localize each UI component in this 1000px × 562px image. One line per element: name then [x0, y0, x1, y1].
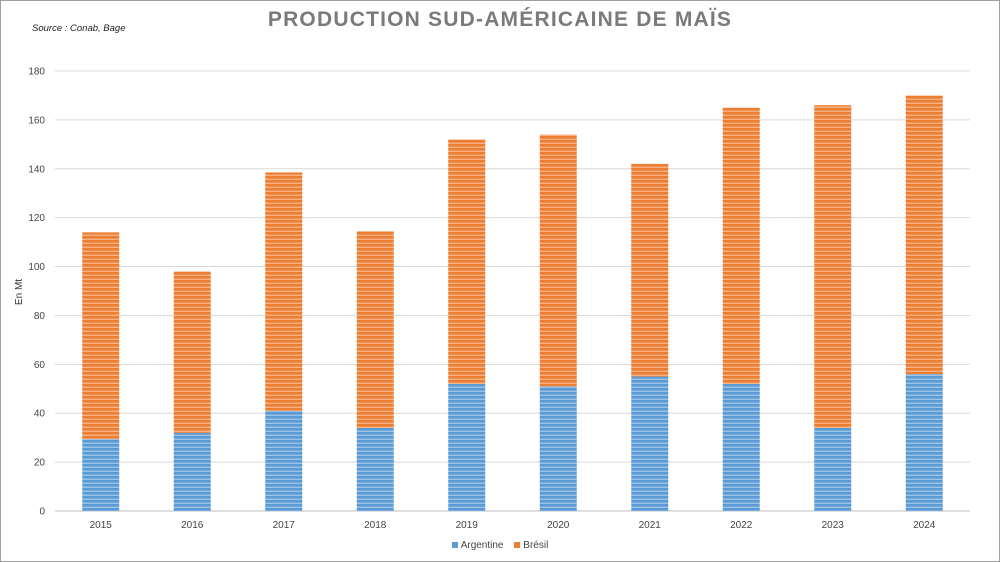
bars [82, 95, 943, 511]
y-tick-label: 20 [34, 458, 46, 469]
y-tick-label: 100 [28, 262, 45, 273]
bar-bresil-2018 [356, 231, 394, 428]
x-tick-label: 2021 [639, 520, 662, 531]
y-tick-label: 160 [28, 115, 45, 126]
bar-bresil-2021 [631, 163, 669, 377]
source-note: Source : Conab, Bage [32, 23, 126, 34]
x-tick-label: 2022 [730, 520, 753, 531]
y-tick-label: 120 [28, 213, 45, 224]
bar-argentine-2022 [722, 383, 760, 511]
bar-argentine-2020 [539, 386, 577, 511]
y-tick-label: 140 [28, 164, 45, 175]
legend-label-argentine: Argentine [460, 540, 504, 551]
bar-argentine-2019 [448, 383, 486, 511]
x-tick-label: 2018 [364, 520, 387, 531]
x-tick-label: 2024 [913, 520, 936, 531]
bar-argentine-2023 [814, 427, 852, 511]
y-tick-label: 0 [39, 507, 45, 518]
bar-bresil-2016 [173, 271, 211, 433]
x-axis-ticks: 2015 2016 2017 2018 2019 2020 2021 2022 2023 2024 [90, 520, 936, 531]
bar-argentine-2018 [356, 427, 394, 511]
legend-swatch-argentine [451, 542, 458, 548]
x-tick-label: 2016 [181, 520, 204, 531]
x-tick-label: 2020 [547, 520, 570, 531]
x-tick-label: 2017 [273, 520, 296, 531]
y-tick-label: 80 [34, 311, 46, 322]
x-tick-label: 2015 [90, 520, 113, 531]
y-tick-label: 60 [34, 360, 46, 371]
bar-bresil-2023 [814, 105, 852, 428]
bar-bresil-2015 [82, 232, 120, 439]
bar-bresil-2017 [265, 172, 303, 411]
bar-argentine-2017 [265, 410, 303, 511]
x-tick-label: 2023 [822, 520, 845, 531]
bar-argentine-2024 [905, 374, 943, 511]
x-tick-label: 2019 [456, 520, 479, 531]
legend-item-argentine: Argentine [451, 540, 504, 551]
legend-label-bresil: Brésil [523, 540, 549, 551]
bar-bresil-2022 [722, 107, 760, 384]
chart-title: PRODUCTION SUD-AMÉRICAINE DE MAÏS [267, 8, 733, 31]
legend: Argentine Brésil [0, 540, 1000, 551]
legend-swatch-bresil [514, 542, 521, 548]
y-tick-label: 180 [28, 67, 45, 78]
bar-bresil-2024 [905, 95, 943, 375]
bar-bresil-2020 [539, 134, 577, 387]
legend-item-bresil: Brésil [514, 540, 548, 551]
bar-argentine-2016 [173, 432, 211, 511]
y-tick-label: 40 [34, 409, 46, 420]
y-axis-label: En Mt [14, 279, 25, 305]
y-axis-ticks: 0 20 40 60 80 100 120 140 160 180 [28, 67, 45, 518]
bar-bresil-2019 [448, 139, 486, 384]
bar-argentine-2021 [631, 376, 669, 511]
bar-argentine-2015 [82, 438, 120, 511]
